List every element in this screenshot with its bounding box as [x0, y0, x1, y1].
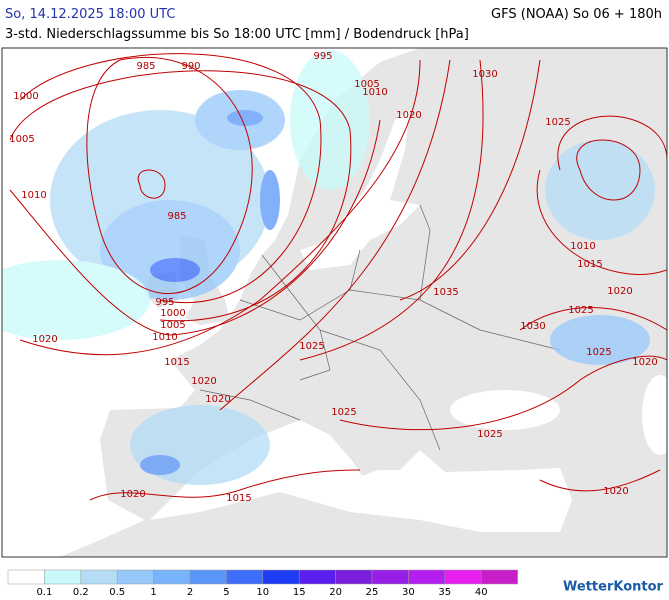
legend-swatch: [298, 569, 336, 585]
borders: [199, 204, 561, 451]
isobar-label: 1000: [13, 91, 38, 102]
isobar-label: 1025: [586, 347, 611, 358]
isobar-label: 1020: [120, 489, 145, 500]
isobar-labels: 985 9909951000100510109859951000100510101…: [9, 51, 657, 504]
legend-swatch: [226, 569, 264, 585]
isobar-label: 1025: [299, 341, 324, 352]
subtitle: 3-std. Niederschlagssumme bis So 18:00 U…: [5, 27, 469, 42]
legend-swatch: [480, 569, 518, 585]
isobar-label: 1030: [520, 321, 545, 332]
legend-label: 0.5: [109, 587, 125, 598]
legend-label: 1: [150, 587, 156, 598]
legend-swatch: [80, 569, 118, 585]
isobar-label: 1005: [354, 79, 379, 90]
map-frame: [1, 47, 668, 558]
isobar-label: 1020: [603, 486, 628, 497]
isobar-label: 1015: [577, 259, 602, 270]
legend-swatch: [262, 569, 300, 585]
legend-swatch: [444, 569, 482, 585]
isobar-label: 1010: [21, 190, 46, 201]
isobar-label: 1010: [570, 241, 595, 252]
legend-label: 10: [256, 587, 269, 598]
legend-swatch: [371, 569, 409, 585]
legend-label: 0.1: [36, 587, 52, 598]
legend-swatch: [189, 569, 227, 585]
isobar-label: 985: [136, 61, 155, 72]
isobar-label: 1010: [152, 332, 177, 343]
map: 985 9909951000100510109859951000100510101…: [1, 47, 668, 558]
isobars: [9, 53, 667, 501]
isobar-label: 1015: [164, 357, 189, 368]
caspian: [642, 375, 667, 455]
isobar-label: 995: [313, 51, 332, 62]
isobar-label: 1020: [396, 110, 421, 121]
legend-swatch: [408, 569, 446, 585]
legend-swatch: [116, 569, 154, 585]
legend-label: 0.2: [73, 587, 89, 598]
isobar-label: 1005: [9, 134, 34, 145]
legend-label: 25: [366, 587, 379, 598]
header-left: So, 14.12.2025 18:00 UTC: [5, 7, 175, 22]
legend-swatch: [44, 569, 82, 585]
legend-label: 5: [223, 587, 229, 598]
italy: [300, 380, 378, 476]
legend-label: 40: [475, 587, 488, 598]
brand: WetterKontor: [563, 580, 664, 595]
isobar-label: 1025: [568, 305, 593, 316]
isobar-label: 1020: [607, 286, 632, 297]
legend-swatch: [153, 569, 191, 585]
isobar-label: 1000: [160, 308, 185, 319]
isobar-label: 1025: [331, 407, 356, 418]
legend-swatch: [7, 569, 45, 585]
isobar-label: 995: [155, 297, 174, 308]
isobar-label: 1010: [362, 87, 387, 98]
isobar-label: 1025: [545, 117, 570, 128]
legend-label: 35: [438, 587, 451, 598]
legend: 0.1 0.2 0.5 1 2 5 10 15 20 25 30 35 40: [7, 569, 518, 598]
header-right: GFS (NOAA) So 06 + 180h: [491, 7, 662, 22]
legend-swatch: [335, 569, 373, 585]
isobar-label: 985: [167, 211, 186, 222]
isobar-label: 1030: [472, 69, 497, 80]
isobar-label: 1015: [226, 493, 251, 504]
isobar-label: 1035: [433, 287, 458, 298]
legend-label: 20: [329, 587, 342, 598]
black-sea: [450, 390, 560, 430]
isobar-label: 1025: [477, 429, 502, 440]
baltic: [300, 110, 420, 270]
legend-label: 15: [293, 587, 306, 598]
isobar-label: 990: [181, 61, 200, 72]
isobar-label: 1005: [160, 320, 185, 331]
legend-label: 30: [402, 587, 415, 598]
isobar-label: 1020: [632, 357, 657, 368]
isobar-label: 1020: [32, 334, 57, 345]
isobar-label: 1020: [205, 394, 230, 405]
isobar-label: 1020: [191, 376, 216, 387]
legend-label: 2: [187, 587, 193, 598]
